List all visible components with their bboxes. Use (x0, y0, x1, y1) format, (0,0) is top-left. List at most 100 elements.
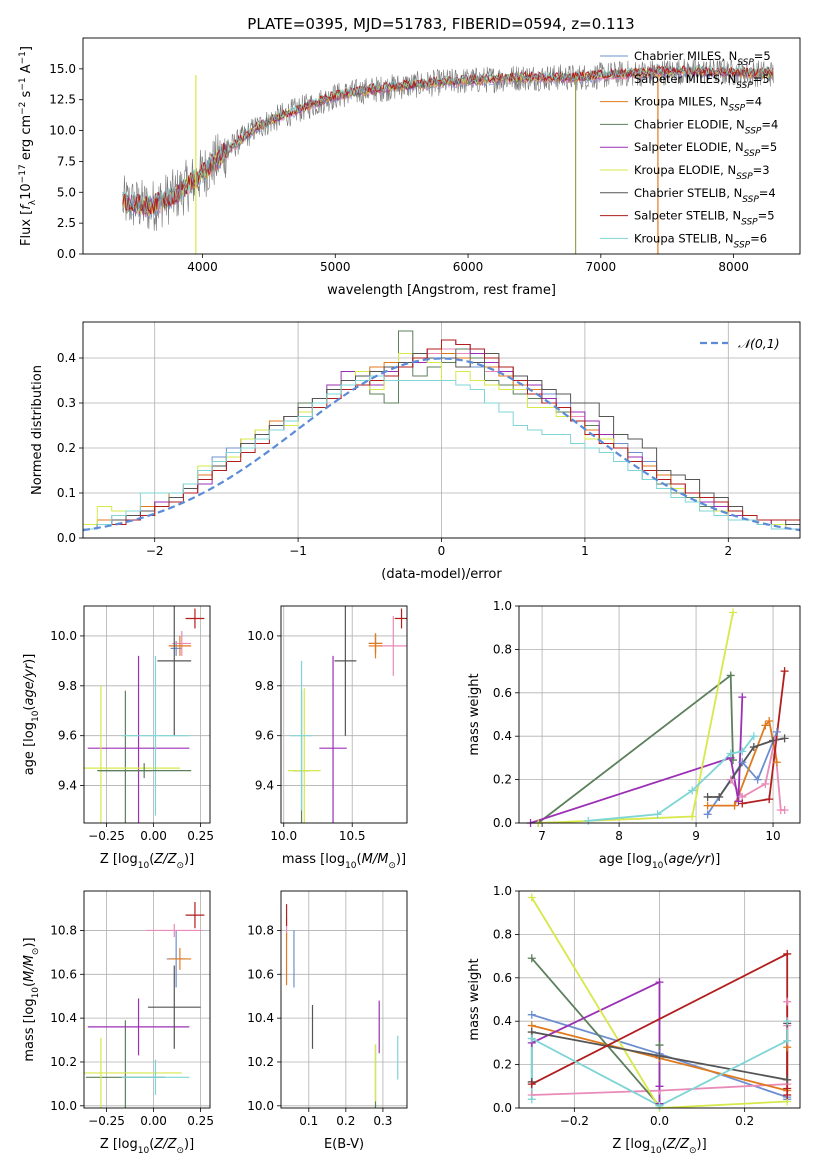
legend-label: Chabrier ELODIE, NSSP=4 (634, 117, 778, 136)
x-tick-label: 8000 (718, 260, 749, 274)
axes-frame (82, 321, 801, 539)
label-part: 10 (138, 861, 150, 871)
x-tick-label: 7 (538, 829, 546, 843)
label-part: Kroupa ELODIE, N (634, 163, 736, 177)
x-tick-label: −1 (289, 544, 307, 558)
label-part: Chabrier STELIB, N (634, 186, 742, 200)
label-part: s (19, 90, 34, 101)
weight-marker (703, 792, 712, 801)
label-part: )] (710, 852, 720, 867)
weight-marker (769, 736, 778, 745)
y-tick-label: 9.4 (58, 779, 77, 793)
x-tick-label: 0.2 (735, 1114, 754, 1128)
y-tick-label: 1.0 (493, 884, 512, 898)
x-axis-label: (data-model)/error (381, 567, 502, 582)
legend-label: Kroupa MILES, NSSP=4 (634, 95, 762, 114)
legend-label: Kroupa STELIB, NSSP=6 (634, 231, 767, 250)
label-part: ] (19, 46, 34, 51)
y-tick-label: 10.4 (50, 1011, 77, 1025)
y-tick-label: 12.5 (49, 93, 76, 107)
axes-frame (83, 890, 211, 1109)
label-part: =5 (760, 140, 777, 154)
x-tick-label: 10 (765, 829, 780, 843)
y-tick-label: 0.3 (57, 396, 76, 410)
x-axis-label: Z [log10(Z/Z⊙)] (100, 1137, 194, 1156)
label-part: )] (22, 937, 37, 947)
weight-marker (703, 801, 712, 810)
label-part: 10 (31, 710, 41, 722)
y-tick-label: 9.6 (58, 729, 77, 743)
label-part: ⊙ (176, 1146, 184, 1156)
label-part: f (19, 203, 34, 210)
weight-marker (749, 743, 758, 752)
label-part: Z/Z (666, 1137, 690, 1152)
weight-marker (783, 1075, 792, 1084)
y-tick-label: 9.8 (255, 679, 274, 693)
y-tick-label: 9.8 (58, 679, 77, 693)
histogram-step (83, 375, 800, 538)
x-tick-label: 0.25 (187, 829, 214, 843)
legend-label: Salpeter ELODIE, NSSP=5 (634, 140, 777, 159)
y-axis-label: age [log10(age/yr)] (22, 654, 41, 776)
weight-marker (780, 734, 789, 743)
legend-label: 𝒩(0,1) (738, 336, 780, 351)
weight-marker (730, 801, 739, 810)
label-part: ⊙ (388, 861, 396, 871)
legend-label: Chabrier STELIB, NSSP=4 (634, 186, 776, 205)
label-part: )] (396, 852, 406, 867)
plot-area (287, 606, 407, 823)
y-tick-label: 10.0 (50, 629, 77, 643)
plot-area (285, 904, 399, 1108)
weight-marker (527, 1080, 536, 1089)
label-part: 10 (652, 861, 664, 871)
weight-marker (655, 1101, 664, 1110)
y-tick-label: 9.4 (255, 779, 274, 793)
label-part: −1 (18, 51, 28, 64)
histogram-step (83, 339, 800, 538)
y-tick-label: 0.2 (493, 773, 512, 787)
weight-marker (780, 667, 789, 676)
y-tick-label: 10.0 (49, 124, 76, 138)
weight-marker (772, 758, 781, 767)
y-tick-label: 0.0 (493, 816, 512, 830)
label-part: SSP (736, 81, 753, 91)
y-tick-label: 0.1 (57, 486, 76, 500)
weight-marker (765, 717, 774, 726)
panel-mass_vs_ebv: 0.1 0.2 0.3 10.0 10.2 10.4 10.6 10.8 E(B-V) (247, 890, 408, 1152)
label-part: =5 (758, 209, 775, 223)
plot-area (84, 901, 205, 1108)
y-tick-label: 15.0 (49, 62, 76, 76)
weight-marker (655, 1041, 664, 1050)
weight-marker (761, 779, 770, 788)
label-part: ( (663, 852, 668, 867)
y-tick-label: 0.6 (493, 971, 512, 985)
panels: 4000 5000 6000 7000 80000.02.55.07.510.012.5… (18, 37, 801, 1156)
label-part: =4 (745, 95, 762, 109)
weight-marker (783, 949, 792, 958)
weight-marker (655, 1051, 664, 1060)
label-part: =5 (753, 72, 770, 86)
plot-area (84, 606, 205, 823)
weight-marker (738, 799, 747, 808)
weight-marker (783, 1036, 792, 1045)
label-part: Z [log (612, 1137, 650, 1152)
label-part: =5 (754, 49, 771, 63)
label-part: Salpeter MILES, N (634, 72, 736, 86)
label-part: SSP (734, 240, 751, 250)
x-tick-label: −2 (146, 544, 164, 558)
label-part: M/M (22, 955, 37, 982)
y-tick-label: 10.8 (50, 923, 77, 937)
weight-marker (527, 893, 536, 902)
label-part: SSP (742, 195, 759, 205)
label-part: SSP (741, 218, 758, 228)
y-tick-label: 10.0 (50, 1099, 77, 1113)
weight-marker (726, 749, 735, 758)
weight-marker (729, 608, 738, 617)
x-tick-label: 0 (438, 544, 446, 558)
weight-marker (527, 954, 536, 963)
weight-line (531, 980, 661, 1104)
label-part: ⊙ (689, 1146, 697, 1156)
label-part: ( (149, 1137, 154, 1152)
x-tick-label: 9 (692, 829, 700, 843)
